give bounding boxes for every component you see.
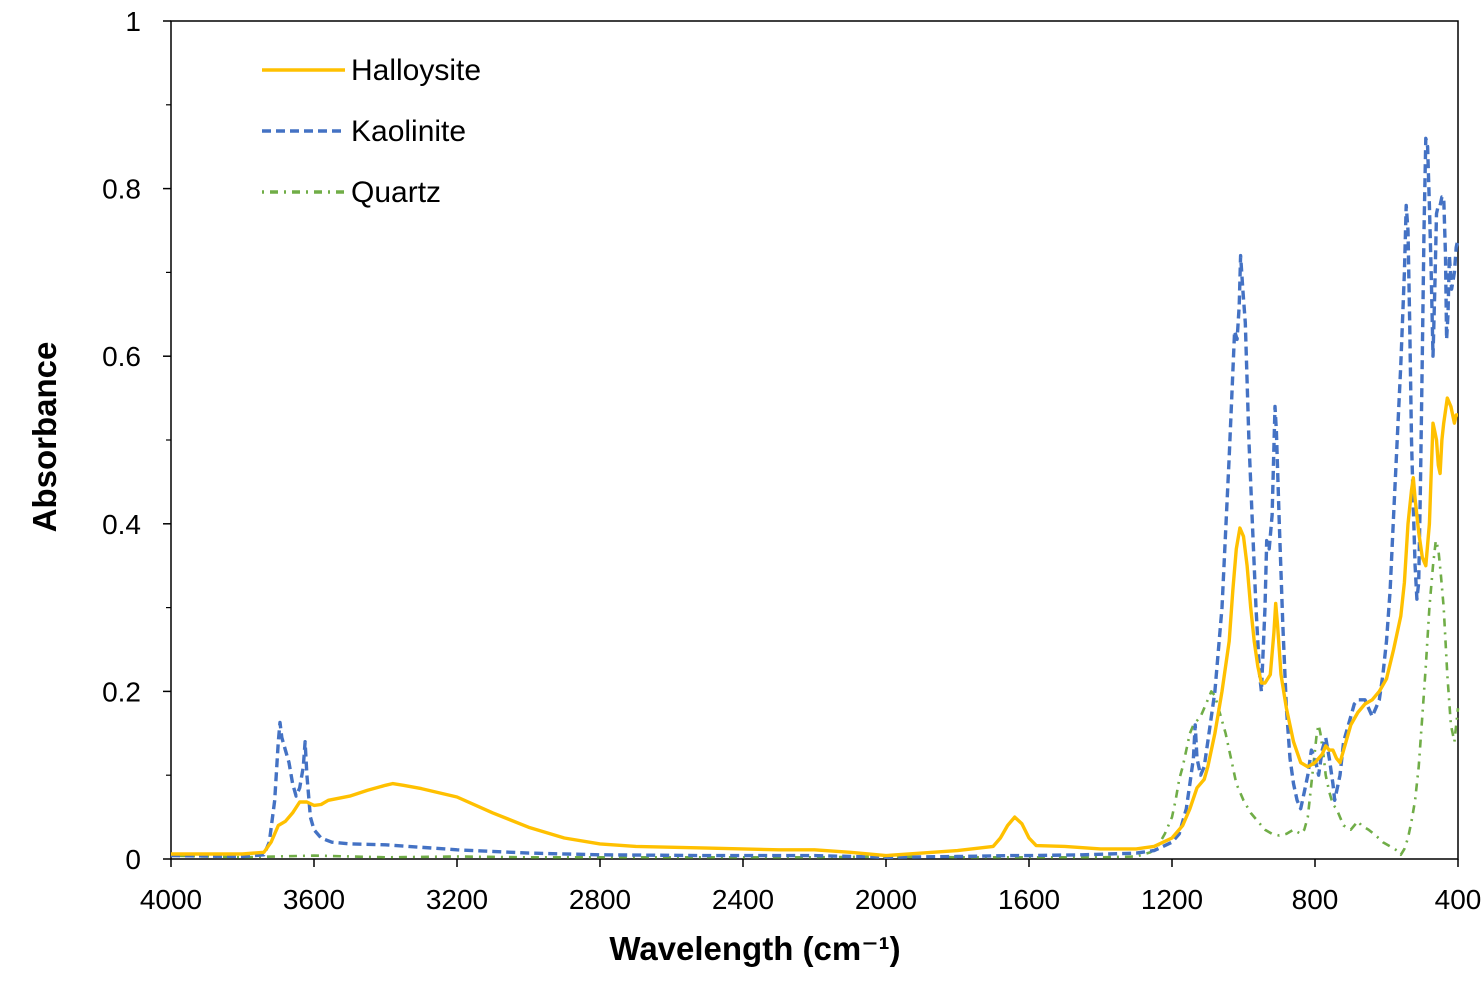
y-axis: 0 0.2 0.4 0.6 0.8 1 — [102, 6, 171, 875]
legend-label-halloysite: Halloysite — [351, 54, 481, 87]
y-tick-label: 1 — [125, 6, 141, 37]
series-line-kaolinite — [170, 136, 1460, 859]
x-tick-label: 3200 — [426, 884, 488, 915]
x-axis-title: Wavelength (cm⁻¹) — [609, 930, 900, 967]
x-tick-label: 2400 — [712, 884, 774, 915]
legend-label-quartz: Quartz — [351, 176, 441, 209]
y-tick-label: 0.8 — [102, 174, 141, 205]
x-axis: 4000 3600 3200 2800 2400 2000 1600 1200 800 400 — [140, 859, 1482, 915]
x-tick-label: 1200 — [1141, 884, 1203, 915]
x-tick-label: 800 — [1292, 884, 1339, 915]
x-tick-label: 400 — [1435, 884, 1482, 915]
y-axis-title: Absorbance — [26, 342, 63, 533]
y-tick-label: 0.4 — [102, 509, 141, 540]
y-tick-label: 0.6 — [102, 341, 141, 372]
series-line-halloysite — [171, 396, 1458, 858]
y-tick-label: 0.2 — [102, 676, 141, 707]
legend: Halloysite Kaolinite Quartz — [262, 54, 481, 209]
x-tick-label: 3600 — [283, 884, 345, 915]
x-tick-label: 4000 — [140, 884, 202, 915]
y-tick-label: 0 — [125, 844, 141, 875]
legend-label-kaolinite: Kaolinite — [351, 115, 466, 148]
x-tick-label: 2000 — [855, 884, 917, 915]
series-layer — [170, 136, 1460, 859]
x-tick-label: 2800 — [569, 884, 631, 915]
x-tick-label: 1600 — [998, 884, 1060, 915]
